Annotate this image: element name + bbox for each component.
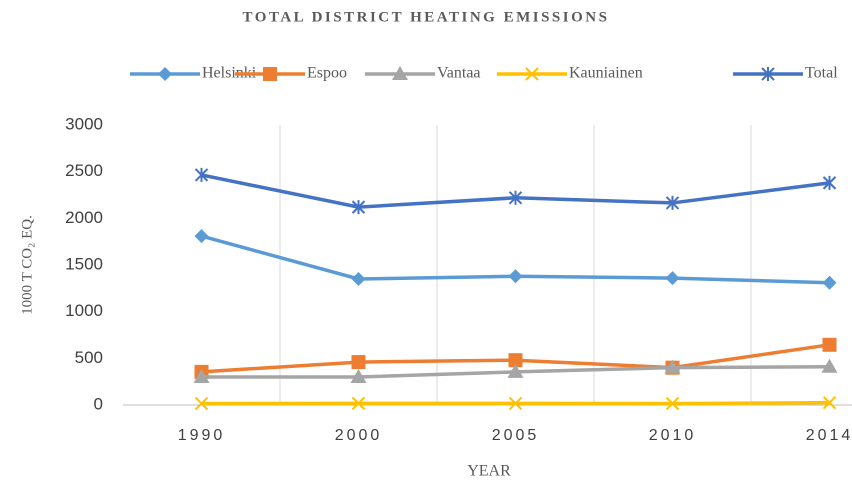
- data-point: [665, 271, 680, 286]
- data-point: [822, 395, 837, 410]
- x-axis-title: YEAR: [467, 463, 511, 480]
- legend-label: Kauniainen: [569, 65, 643, 82]
- legend-marker: [525, 67, 539, 81]
- data-point: [351, 355, 366, 370]
- legend-marker: [761, 67, 775, 81]
- y-tick-label: 2000: [65, 208, 103, 227]
- legend-marker: [263, 67, 277, 81]
- x-tick-label: 2005: [492, 427, 540, 444]
- y-axis-title: 1000 T CO₂ EQ.: [19, 215, 35, 315]
- data-point: [508, 190, 523, 205]
- data-point: [194, 229, 209, 244]
- data-point: [351, 272, 366, 286]
- data-point: [194, 396, 209, 411]
- legend-label: Total: [805, 65, 838, 82]
- data-point: [508, 269, 523, 284]
- x-tick-label: 2014: [806, 427, 852, 444]
- x-tick-label: 2000: [335, 427, 383, 444]
- data-point: [351, 200, 366, 215]
- chart-title: TOTAL DISTRICT HEATING EMISSIONS: [243, 9, 610, 25]
- data-point: [665, 396, 680, 411]
- x-tick-label: 1990: [178, 427, 226, 444]
- legend-marker: [392, 66, 408, 80]
- data-point: [507, 363, 524, 378]
- data-point: [821, 358, 838, 373]
- y-tick-label: 0: [94, 394, 103, 413]
- data-point: [508, 353, 523, 368]
- data-point: [664, 359, 681, 374]
- legend-marker: [158, 67, 172, 81]
- legend-label: Helsinki: [202, 65, 257, 82]
- x-tick-label: 2010: [649, 427, 697, 444]
- data-point: [351, 396, 366, 411]
- data-point: [822, 337, 837, 352]
- legend-label: Espoo: [307, 65, 347, 82]
- y-tick-label: 3000: [65, 114, 103, 133]
- data-point: [822, 275, 837, 290]
- data-point: [822, 175, 837, 190]
- legend-label: Vantaa: [437, 65, 481, 82]
- y-tick-label: 1000: [65, 301, 103, 320]
- y-tick-label: 500: [75, 348, 103, 367]
- y-tick-label: 2500: [65, 161, 103, 180]
- data-point: [194, 167, 209, 182]
- data-point: [350, 369, 367, 383]
- data-point: [665, 195, 680, 210]
- y-tick-label: 1500: [65, 254, 103, 273]
- data-point: [508, 396, 523, 411]
- data-point: [193, 369, 210, 383]
